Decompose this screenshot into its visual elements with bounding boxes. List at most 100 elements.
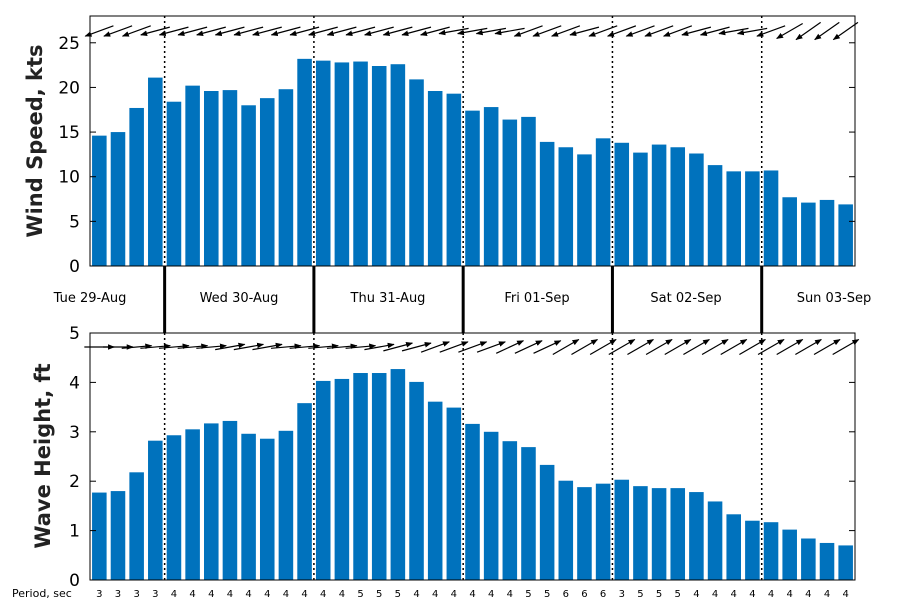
period-value: 4 [805, 589, 811, 600]
period-value: 4 [768, 589, 774, 600]
period-value: 4 [245, 589, 251, 600]
wind-direction-arrow [607, 25, 637, 37]
wind-direction-arrow [625, 25, 655, 37]
wave-direction-arrow [627, 338, 655, 356]
wave-direction-arrow [571, 338, 599, 356]
wave-direction-arrow [383, 342, 414, 352]
wind-direction-arrow [214, 26, 245, 36]
wind-direction-arrow [233, 26, 264, 36]
wave-direction-arrow [158, 343, 190, 350]
wind-direction-arrow [776, 22, 803, 40]
wind-y-tick-label: 20 [58, 78, 80, 98]
wind-bar [483, 107, 499, 266]
wave-direction-arrows [84, 338, 860, 356]
period-value: 3 [133, 589, 139, 600]
wind-bar [577, 154, 592, 266]
wave-direction-arrow [345, 343, 377, 350]
wave-bar [651, 488, 667, 580]
wave-direction-arrow [776, 338, 804, 356]
period-label: Period, sec [12, 587, 72, 600]
wind-direction-arrow [756, 25, 786, 37]
wave-bar [222, 420, 238, 580]
wind-direction-arrow [494, 27, 525, 36]
wave-bar [334, 378, 350, 580]
wave-y-axis: 0 1 2 3 4 5 [69, 324, 855, 591]
wave-plot-frame [89, 332, 856, 581]
wind-y-tick-label: 10 [58, 168, 80, 188]
wind-bar [782, 197, 797, 266]
wave-bar [446, 407, 462, 580]
wind-bar [539, 141, 555, 266]
wind-direction-arrow [795, 21, 821, 41]
wind-direction-arrow [364, 26, 394, 36]
wind-direction-arrow [475, 27, 507, 36]
wind-direction-arrow [289, 26, 320, 36]
wind-bar [222, 90, 238, 266]
wind-bar [838, 204, 853, 266]
wind-direction-arrow [681, 26, 712, 36]
wave-direction-arrow [739, 338, 766, 356]
day-label-sun: Sun 03-Sep [797, 291, 872, 306]
wind-bar [409, 79, 424, 267]
period-value: 4 [283, 589, 289, 600]
wind-day-dividers [163, 16, 763, 266]
wind-bar [427, 91, 443, 266]
wave-bar [129, 472, 144, 580]
wind-bar [595, 138, 611, 266]
period-value: 3 [96, 589, 102, 600]
wind-direction-arrow [252, 26, 282, 36]
period-row: Period, sec 3 3 3 3 4 4 4 4 4 4 4 4 4 4 5 5 5 4 4 4 4 4 4 5 5 6 6 6… [12, 587, 849, 600]
wave-direction-arrow [664, 338, 692, 356]
wave-direction-arrow [420, 341, 450, 353]
wave-bar [745, 520, 760, 580]
wind-y-axis-label: Wind Speed, kts [23, 44, 47, 237]
wave-y-tick-label: 1 [69, 522, 80, 542]
wind-direction-arrow [308, 26, 338, 36]
wave-bar [427, 401, 443, 580]
wind-bar [819, 199, 835, 266]
wave-direction-arrow [252, 342, 283, 351]
wave-direction-arrow [326, 343, 358, 350]
wave-bar [185, 429, 200, 580]
wind-panel: 0 5 10 15 20 25 Wind Speed, kts [23, 15, 859, 277]
wave-bar [241, 433, 256, 580]
wind-bar [110, 132, 126, 266]
day-label-sat: Sat 02-Sep [650, 291, 721, 306]
period-value: 4 [171, 589, 177, 600]
wave-direction-arrow [121, 343, 153, 350]
wind-direction-arrow [532, 25, 562, 37]
wind-bar [614, 142, 630, 266]
wind-direction-arrow [326, 26, 357, 36]
wave-direction-arrow [608, 338, 636, 356]
period-value: 4 [693, 589, 699, 600]
wind-direction-arrow [140, 26, 170, 36]
wind-direction-arrow [382, 26, 413, 36]
wind-direction-arrow [551, 25, 581, 37]
wave-bar [409, 381, 424, 580]
wind-bar [521, 116, 536, 267]
wind-direction-arrow [832, 21, 859, 41]
wind-direction-arrow [718, 27, 749, 36]
wave-bar [315, 380, 331, 580]
wave-direction-arrow [495, 340, 525, 354]
wind-bar [502, 119, 518, 266]
wave-bar [92, 492, 107, 580]
period-value: 4 [320, 589, 326, 600]
wave-direction-arrow [233, 342, 265, 351]
wave-bar [801, 538, 816, 580]
wind-direction-arrow [345, 26, 376, 36]
wind-bar [801, 202, 816, 266]
wave-direction-arrow [533, 340, 562, 354]
wave-direction-arrow [215, 342, 246, 351]
wave-bar [726, 514, 741, 580]
wave-panel: 0 1 2 3 4 5 Wave Height, ft [31, 324, 860, 591]
wave-direction-arrow [476, 341, 506, 353]
wind-bar [745, 171, 760, 266]
wind-bar [465, 110, 480, 267]
wind-direction-arrow [121, 25, 151, 37]
period-value: 6 [600, 589, 606, 600]
wind-bar [726, 171, 741, 266]
wind-direction-arrow [513, 25, 543, 37]
period-value: 4 [208, 589, 214, 600]
period-value: 5 [395, 589, 401, 600]
